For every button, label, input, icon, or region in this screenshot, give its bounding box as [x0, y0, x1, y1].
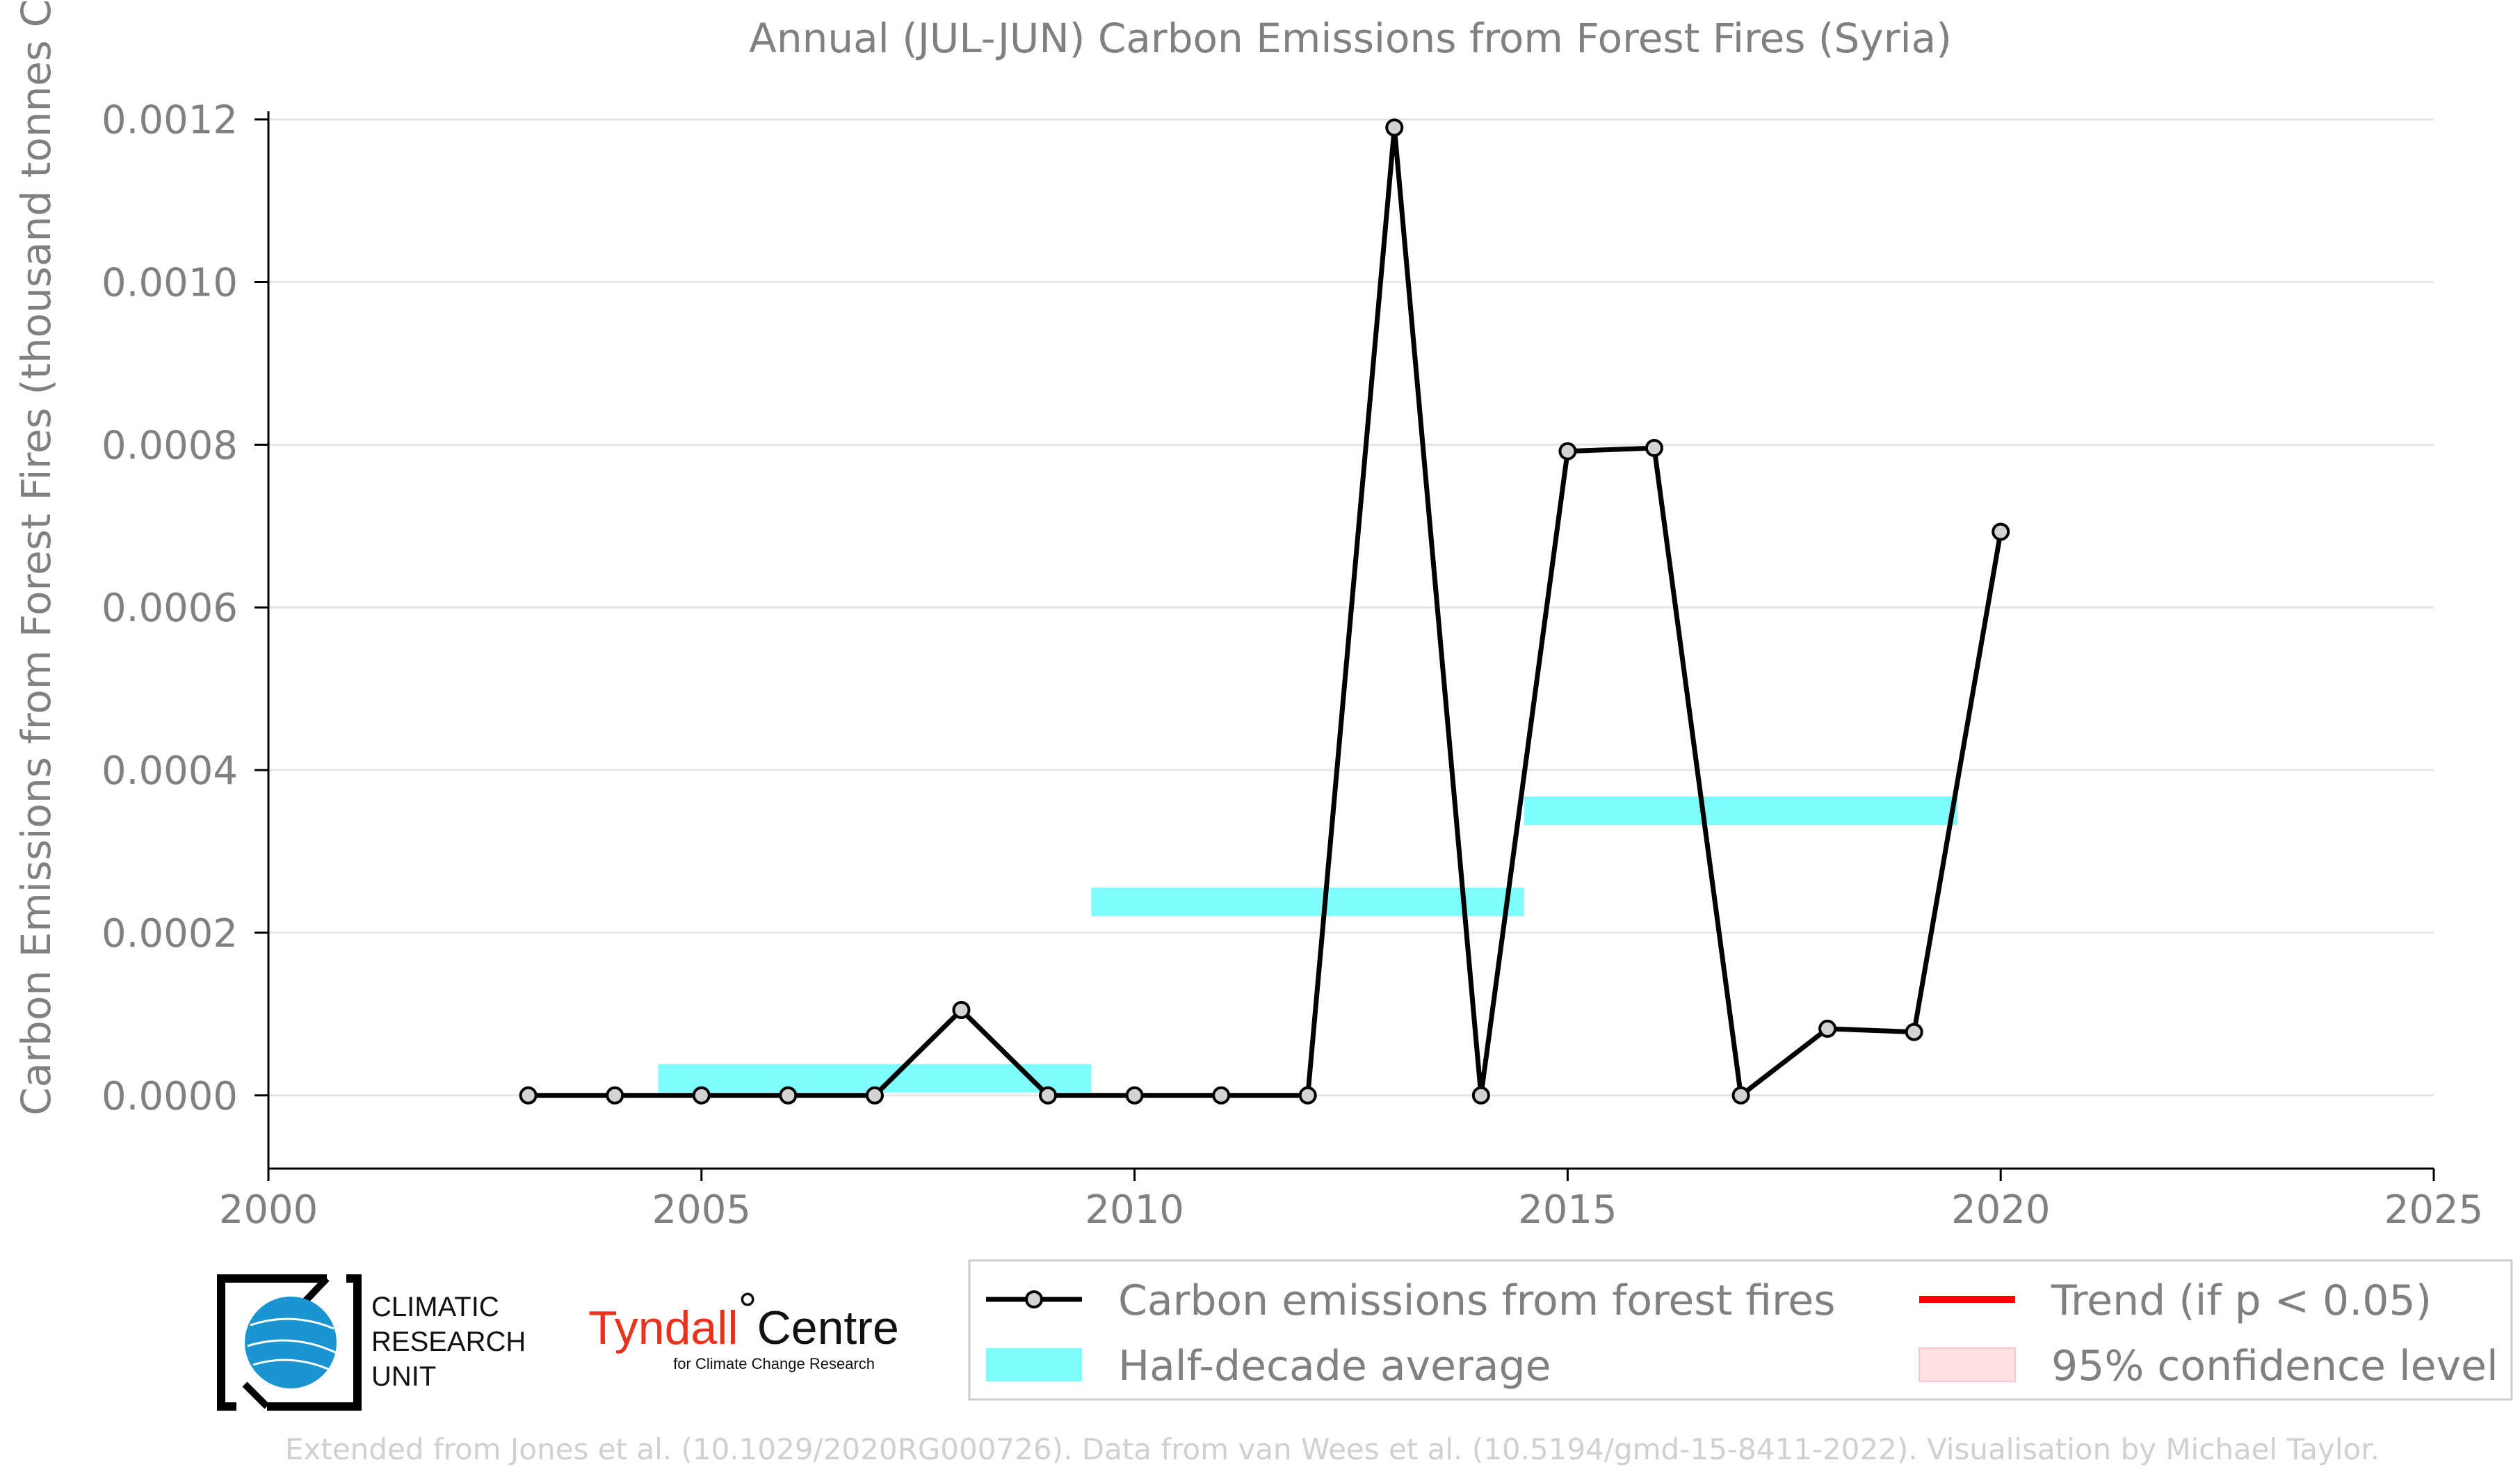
legend-swatch-band: [1919, 1347, 2016, 1382]
data-point: [1905, 1023, 1923, 1041]
data-point: [1039, 1086, 1058, 1105]
data-point: [1992, 522, 2010, 541]
tyndall-main: Tyndall: [588, 1301, 738, 1354]
series-layer: [519, 118, 2010, 1105]
x-tick-label: 2015: [1518, 1187, 1617, 1233]
cru-slash-bottom: [242, 1381, 270, 1409]
legend-label: Trend (if p < 0.05): [2051, 1276, 2432, 1325]
legend: Carbon emissions from forest fires Trend …: [968, 1259, 2513, 1401]
y-tick-labels: 0.0000 0.0002 0.0004 0.0006 0.0008 0.0010 0.00…: [102, 98, 238, 1119]
legend-frame: [968, 1259, 2513, 1401]
cru-globe-line: [252, 1358, 332, 1372]
x-tick-label: 2020: [1951, 1187, 2051, 1233]
data-point: [1731, 1086, 1750, 1105]
axes: [255, 111, 2435, 1181]
tyndall-logo: Tyndall°Centre for Climate Change Resear…: [588, 1283, 899, 1372]
chart-title: Annual (JUL-JUN) Carbon Emissions from F…: [749, 15, 1952, 62]
data-point: [1298, 1086, 1317, 1105]
y-tick-label: 0.0004: [102, 748, 238, 794]
data-point: [519, 1086, 538, 1105]
data-point: [1385, 118, 1404, 137]
cru-globe-line: [247, 1339, 337, 1354]
cru-bracket-right: [267, 1274, 362, 1411]
legend-label: 95% confidence level: [2051, 1342, 2498, 1390]
y-tick-label: 0.0012: [102, 98, 238, 143]
tyndall-wordmark: Tyndall°Centre: [588, 1283, 899, 1354]
data-point: [1645, 439, 1663, 458]
series-line: [528, 125, 2003, 1098]
half-decade-band: [1524, 796, 1957, 825]
legend-swatch-marker: [1025, 1290, 1043, 1308]
grid-lines: [268, 118, 2434, 1097]
data-point: [1212, 1086, 1231, 1105]
legend-label: Half-decade average: [1118, 1342, 1551, 1390]
tyndall-centre: Centre: [757, 1301, 899, 1354]
y-tick-label: 0.0000: [102, 1074, 238, 1119]
data-point: [1818, 1019, 1837, 1038]
x-tick-label: 2005: [652, 1187, 752, 1233]
x-tick-label: 2000: [219, 1187, 318, 1233]
data-point: [952, 1001, 971, 1019]
legend-swatch-band: [986, 1348, 1082, 1381]
cru-logo-line-2: RESEARCH: [371, 1326, 526, 1357]
y-tick-label: 0.0008: [102, 423, 238, 468]
data-point: [1471, 1086, 1490, 1105]
x-tick-labels: 2000 2005 2010 2015 2020 2025: [219, 1187, 2484, 1233]
data-point: [1125, 1086, 1144, 1105]
tyndall-degree: °: [738, 1283, 757, 1336]
y-tick-label: 0.0010: [102, 261, 238, 306]
x-tick-label: 2025: [2384, 1187, 2484, 1233]
legend-label: Carbon emissions from forest fires: [1118, 1276, 1835, 1325]
cru-logo: CLIMATIC RESEARCH UNIT: [217, 1274, 526, 1411]
data-point: [692, 1086, 711, 1105]
cru-logo-line-3: UNIT: [371, 1361, 436, 1392]
data-point: [1558, 442, 1577, 460]
cru-globe-icon: [245, 1297, 337, 1388]
data-point: [779, 1086, 798, 1105]
half-decade-band: [1091, 888, 1525, 916]
legend-items: Carbon emissions from forest fires Trend …: [986, 1276, 2498, 1390]
tyndall-subtitle: for Climate Change Research: [673, 1355, 875, 1372]
y-tick-label: 0.0006: [102, 586, 238, 631]
y-tick-label: 0.0002: [102, 911, 238, 956]
cru-globe-line: [250, 1317, 334, 1330]
half-decade-bands: [658, 796, 1957, 1093]
data-point: [606, 1086, 624, 1105]
cru-bracket-left: [217, 1274, 236, 1411]
x-tick-label: 2010: [1085, 1187, 1184, 1233]
credit-text: Extended from Jones et al. (10.1029/2020…: [285, 1432, 2380, 1466]
data-point: [865, 1086, 884, 1105]
y-axis-label: Carbon Emissions from Forest Fires (thou…: [13, 0, 60, 1116]
cru-logo-line-1: CLIMATIC: [371, 1292, 499, 1322]
